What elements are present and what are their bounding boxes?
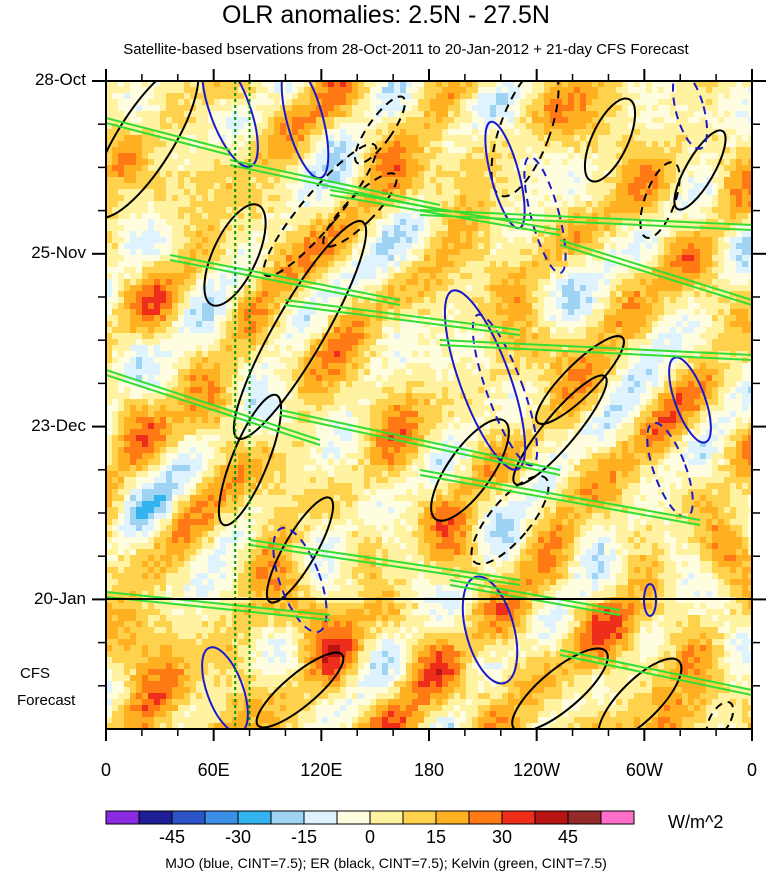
mjo-contour: [272, 526, 328, 634]
x-tick-label: 0: [101, 760, 111, 780]
kelvin-contour: [559, 649, 752, 696]
kelvin-contour: [284, 299, 521, 336]
mjo-contour: [461, 575, 519, 685]
x-tick-label: 0: [747, 760, 757, 780]
colorbar-tick-label: 0: [365, 827, 375, 847]
kelvin-contour: [419, 209, 752, 231]
er-contour: [597, 657, 683, 729]
colorbar-tick-label: 15: [426, 827, 446, 847]
er-contour: [322, 172, 398, 248]
er-contour: [262, 142, 378, 278]
forecast-label-line1: CFS: [20, 665, 50, 682]
colorbar-tick-label: -45: [159, 827, 185, 847]
mjo-contour: [280, 81, 330, 180]
colorbar-swatch: [402, 810, 437, 825]
colorbar-swatch: [336, 810, 371, 825]
kelvin-contour: [439, 339, 752, 361]
colorbar-swatch: [171, 810, 206, 825]
chart-subtitle: Satellite-based bservations from 28-Oct-…: [123, 41, 689, 58]
colorbar-swatch: [270, 810, 305, 825]
er-contour: [705, 700, 735, 729]
er-contour: [512, 374, 608, 486]
er-contour: [354, 95, 406, 165]
kelvin-contour: [559, 239, 752, 306]
mjo-contour: [646, 421, 694, 519]
x-tick-label: 120W: [513, 760, 560, 780]
mjo-contour: [443, 289, 527, 471]
mjo-contour: [523, 155, 567, 275]
x-tick-label: 60E: [198, 760, 230, 780]
mjo-contour: [671, 81, 709, 150]
kelvin-contour: [329, 189, 561, 236]
colorbar-tick-label: 30: [492, 827, 512, 847]
colorbar-swatch: [501, 810, 536, 825]
axes: 0 60E 120E 180 120W 60W 0: [92, 69, 766, 780]
colorbar-swatch: [138, 810, 173, 825]
er-contour: [232, 220, 368, 440]
colorbar-swatch: [204, 810, 239, 825]
y-tick-label-28-oct: 28-Oct: [34, 70, 86, 89]
colorbar-units: W/m^2: [668, 812, 724, 832]
wave-filtered-contours: [106, 81, 752, 729]
er-contour: [673, 129, 727, 211]
colorbar-swatch: [435, 810, 470, 825]
reference-longitude-lines: [234, 81, 251, 729]
x-tick-label: 60W: [626, 760, 663, 780]
kelvin-contour: [279, 409, 561, 476]
kelvin-contour: [106, 369, 321, 446]
colorbar-swatch: [468, 810, 503, 825]
colorbar: -45 -30 -15 0 15 30 45: [105, 810, 635, 847]
er-contour: [255, 651, 345, 729]
x-tick-label: 120E: [300, 760, 342, 780]
colorbar-swatch: [303, 810, 338, 825]
mjo-contour: [471, 313, 539, 467]
er-contour: [535, 335, 625, 425]
er-contour: [490, 81, 560, 198]
er-contour: [470, 474, 550, 566]
colorbar-tick-label: 45: [558, 827, 578, 847]
chart-title: OLR anomalies: 2.5N - 27.5N: [222, 1, 550, 29]
er-contour: [217, 393, 283, 527]
x-tick-label: 180: [414, 760, 444, 780]
contour-legend-note: MJO (blue, CINT=7.5); ER (black, CINT=7.…: [165, 855, 607, 871]
colorbar-swatch: [600, 810, 635, 825]
kelvin-contour: [106, 117, 231, 156]
kelvin-contour: [419, 469, 701, 526]
forecast-label-line2: Forecast: [17, 692, 76, 709]
colorbar-swatch: [105, 810, 140, 825]
er-contour: [106, 81, 200, 219]
colorbar-swatch: [567, 810, 602, 825]
mjo-contour: [668, 356, 712, 444]
colorbar-swatch: [534, 810, 569, 825]
mjo-contour: [201, 646, 249, 729]
y-tick-label-25-nov: 25-Nov: [31, 243, 86, 262]
kelvin-contour: [106, 591, 331, 621]
er-contour: [203, 203, 267, 307]
kelvin-contour: [169, 254, 401, 306]
colorbar-tick-label: -15: [291, 827, 317, 847]
olr-anomaly-field: [106, 81, 752, 729]
colorbar-tick-label: -30: [225, 827, 251, 847]
kelvin-contour: [249, 539, 521, 586]
er-contour: [583, 97, 637, 183]
y-tick-label-20-jan: 20-Jan: [34, 589, 86, 608]
er-contour: [265, 496, 335, 604]
y-tick-label-23-dec: 23-Dec: [31, 416, 86, 435]
colorbar-swatch: [369, 810, 404, 825]
colorbar-swatch: [237, 810, 272, 825]
